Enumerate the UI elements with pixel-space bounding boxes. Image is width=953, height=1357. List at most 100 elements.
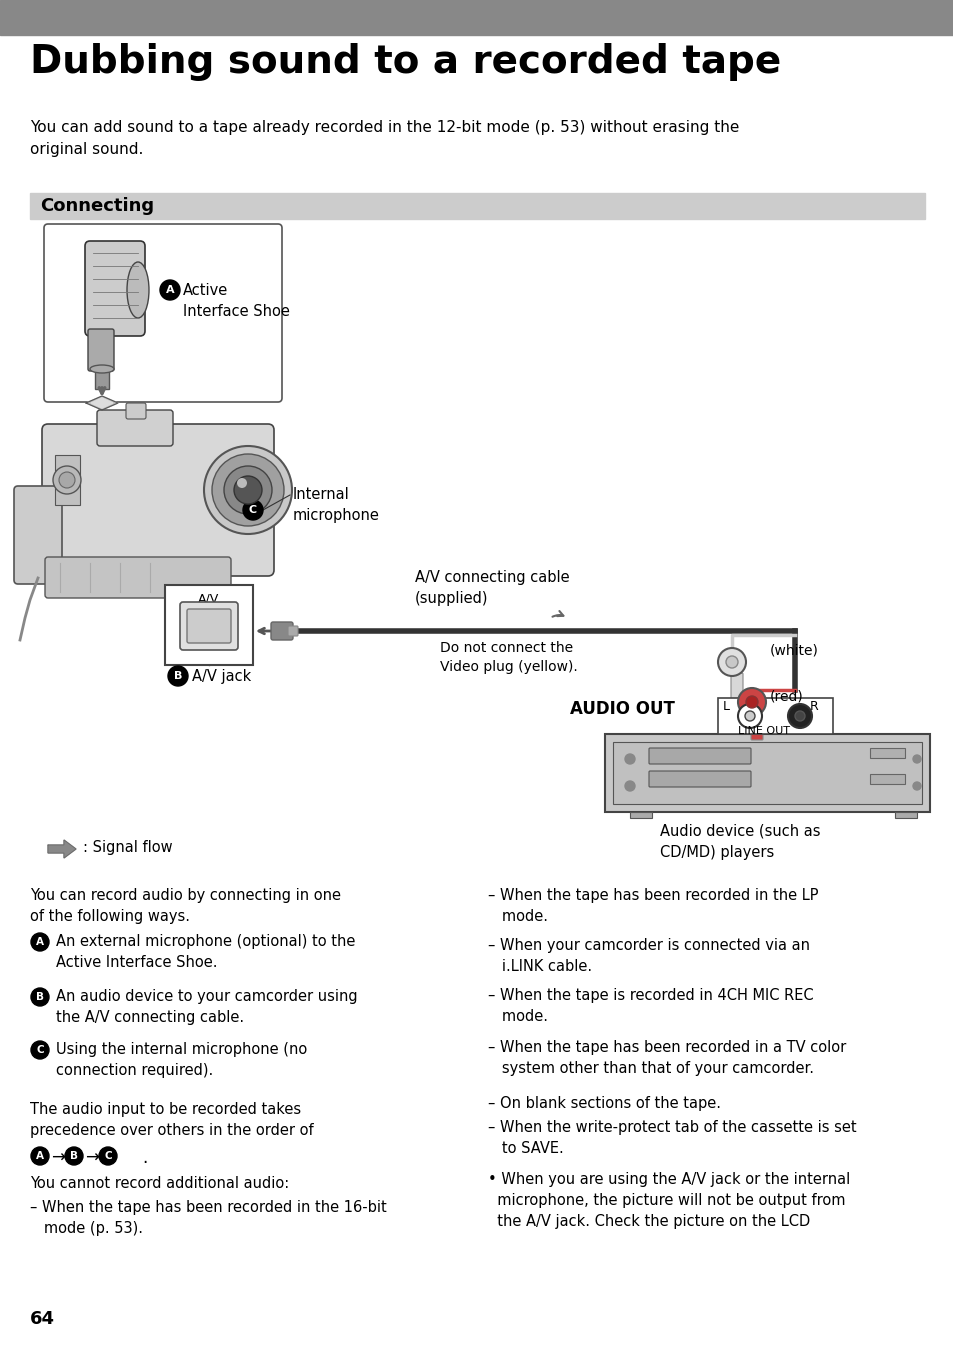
Circle shape xyxy=(725,655,738,668)
Text: You cannot record additional audio:: You cannot record additional audio: xyxy=(30,1177,289,1191)
Text: B: B xyxy=(70,1151,78,1162)
Text: Internal
microphone: Internal microphone xyxy=(293,487,379,522)
Text: .: . xyxy=(142,1149,147,1167)
Text: Active
Interface Shoe: Active Interface Shoe xyxy=(183,284,290,319)
Text: The audio input to be recorded takes
precedence over others in the order of: The audio input to be recorded takes pre… xyxy=(30,1102,314,1139)
Bar xyxy=(613,742,921,803)
FancyBboxPatch shape xyxy=(88,328,113,370)
FancyBboxPatch shape xyxy=(45,556,231,598)
Text: Do not connect the
Video plug (yellow).: Do not connect the Video plug (yellow). xyxy=(439,641,578,674)
Text: Dubbing sound to a recorded tape: Dubbing sound to a recorded tape xyxy=(30,43,781,81)
Text: A: A xyxy=(166,285,174,294)
Text: A/V connecting cable
(supplied): A/V connecting cable (supplied) xyxy=(415,570,569,607)
Bar xyxy=(0,0,953,35)
Bar xyxy=(869,773,904,784)
Text: A: A xyxy=(36,936,44,947)
Circle shape xyxy=(160,280,180,300)
Text: – When the tape has been recorded in a TV color
   system other than that of you: – When the tape has been recorded in a T… xyxy=(488,1039,845,1076)
Circle shape xyxy=(243,499,263,520)
Circle shape xyxy=(624,754,635,764)
Text: : Signal flow: : Signal flow xyxy=(83,840,172,855)
Text: You can add sound to a tape already recorded in the 12-bit mode (p. 53) without : You can add sound to a tape already reco… xyxy=(30,119,739,157)
Circle shape xyxy=(168,666,188,687)
Text: Audio device (such as
CD/MD) players: Audio device (such as CD/MD) players xyxy=(659,824,820,860)
Text: LINE OUT: LINE OUT xyxy=(738,726,789,735)
FancyBboxPatch shape xyxy=(648,771,750,787)
FancyBboxPatch shape xyxy=(187,609,231,643)
FancyBboxPatch shape xyxy=(85,242,145,337)
Text: – When the write-protect tab of the cassette is set
   to SAVE.: – When the write-protect tab of the cass… xyxy=(488,1120,856,1156)
Circle shape xyxy=(30,934,49,951)
Circle shape xyxy=(745,696,758,708)
Bar xyxy=(55,455,80,505)
Polygon shape xyxy=(91,398,112,408)
Text: C: C xyxy=(36,1045,44,1054)
Text: C: C xyxy=(249,505,256,516)
FancyBboxPatch shape xyxy=(42,423,274,575)
Circle shape xyxy=(738,704,761,727)
Text: A/V: A/V xyxy=(198,593,219,607)
Circle shape xyxy=(787,704,811,727)
Circle shape xyxy=(912,754,920,763)
FancyBboxPatch shape xyxy=(288,626,297,636)
Bar xyxy=(165,585,253,665)
Text: (white): (white) xyxy=(769,643,818,657)
Polygon shape xyxy=(48,840,76,858)
Circle shape xyxy=(30,1147,49,1166)
Circle shape xyxy=(744,711,754,721)
Circle shape xyxy=(204,446,292,535)
Bar xyxy=(604,734,929,811)
FancyBboxPatch shape xyxy=(180,603,237,650)
FancyBboxPatch shape xyxy=(648,748,750,764)
Text: Connecting: Connecting xyxy=(40,197,154,214)
Text: R: R xyxy=(809,700,818,712)
Text: B: B xyxy=(36,992,44,1001)
Text: A/V jack: A/V jack xyxy=(192,669,251,684)
Text: – When your camcorder is connected via an
   i.LINK cable.: – When your camcorder is connected via a… xyxy=(488,938,809,974)
Text: →: → xyxy=(85,1149,99,1167)
Ellipse shape xyxy=(90,365,113,373)
Text: An external microphone (optional) to the
Active Interface Shoe.: An external microphone (optional) to the… xyxy=(56,934,355,970)
Circle shape xyxy=(718,649,745,676)
FancyBboxPatch shape xyxy=(271,622,293,641)
Text: Using the internal microphone (no
connection required).: Using the internal microphone (no connec… xyxy=(56,1042,307,1077)
Bar xyxy=(95,369,109,389)
Text: C: C xyxy=(104,1151,112,1162)
FancyBboxPatch shape xyxy=(14,486,62,584)
Text: • When you are using the A/V jack or the internal
  microphone, the picture will: • When you are using the A/V jack or the… xyxy=(488,1172,849,1229)
Text: AUDIO OUT: AUDIO OUT xyxy=(569,700,674,718)
Bar xyxy=(894,811,916,818)
Text: – On blank sections of the tape.: – On blank sections of the tape. xyxy=(488,1096,720,1111)
Circle shape xyxy=(30,1041,49,1058)
Text: B: B xyxy=(173,670,182,681)
Text: – When the tape has been recorded in the LP
   mode.: – When the tape has been recorded in the… xyxy=(488,887,818,924)
FancyBboxPatch shape xyxy=(750,712,762,740)
Text: A: A xyxy=(36,1151,44,1162)
Text: 64: 64 xyxy=(30,1310,55,1329)
Circle shape xyxy=(53,465,81,494)
Circle shape xyxy=(99,1147,117,1166)
Bar xyxy=(718,697,832,734)
Circle shape xyxy=(912,782,920,790)
FancyBboxPatch shape xyxy=(126,403,146,419)
FancyBboxPatch shape xyxy=(44,224,282,402)
Text: An audio device to your camcorder using
the A/V connecting cable.: An audio device to your camcorder using … xyxy=(56,989,357,1025)
Circle shape xyxy=(233,476,262,503)
Text: L: L xyxy=(722,700,729,712)
Ellipse shape xyxy=(127,262,149,318)
Polygon shape xyxy=(86,396,118,410)
Circle shape xyxy=(65,1147,83,1166)
Text: You can record audio by connecting in one
of the following ways.: You can record audio by connecting in on… xyxy=(30,887,340,924)
Circle shape xyxy=(236,478,247,489)
Circle shape xyxy=(30,988,49,1006)
Bar xyxy=(30,193,924,218)
Text: – When the tape is recorded in 4CH MIC REC
   mode.: – When the tape is recorded in 4CH MIC R… xyxy=(488,988,813,1025)
Circle shape xyxy=(794,711,804,721)
Bar xyxy=(629,811,651,818)
FancyBboxPatch shape xyxy=(730,673,742,700)
Bar xyxy=(869,748,904,759)
Text: (red): (red) xyxy=(769,689,803,704)
Text: – When the tape has been recorded in the 16-bit
   mode (p. 53).: – When the tape has been recorded in the… xyxy=(30,1200,386,1236)
Circle shape xyxy=(738,688,765,716)
Circle shape xyxy=(624,782,635,791)
